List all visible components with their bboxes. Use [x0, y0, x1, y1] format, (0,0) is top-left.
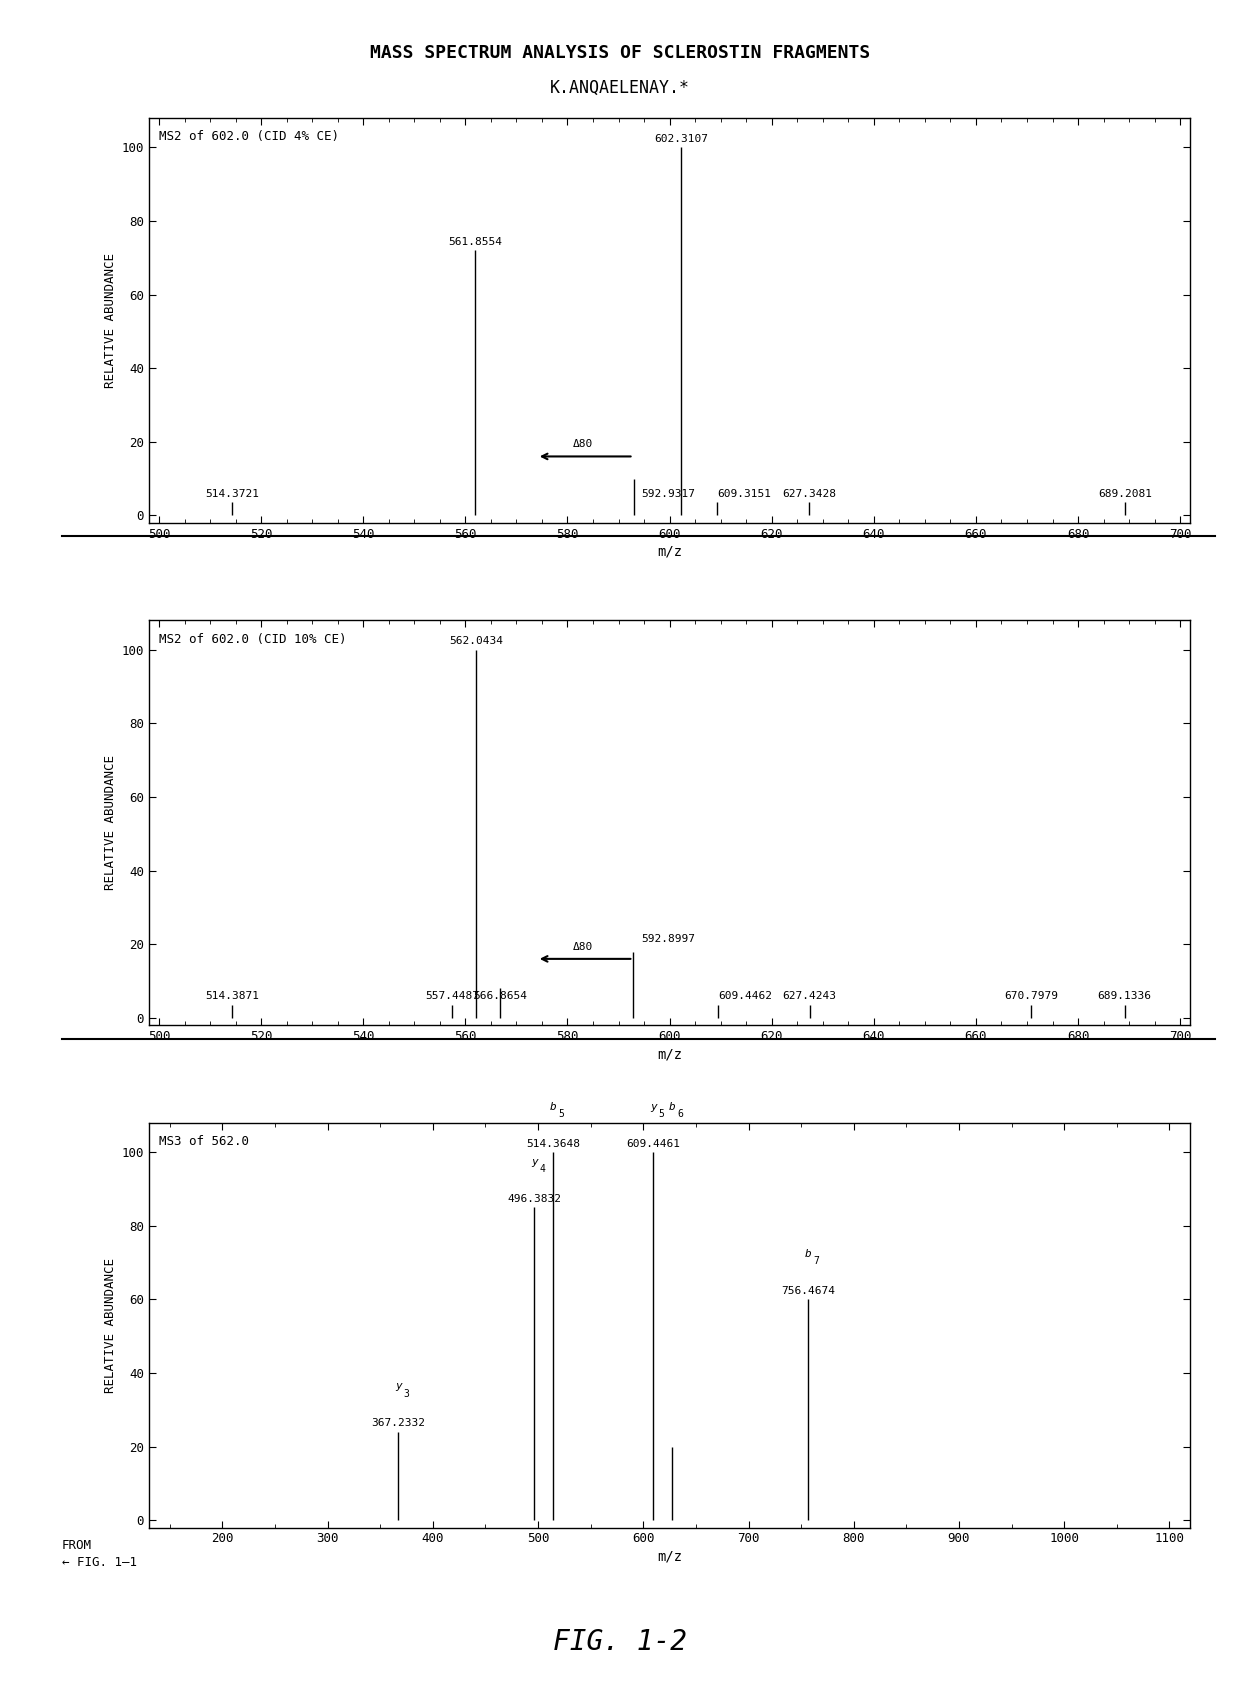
Text: 609.3151: 609.3151 — [717, 489, 771, 499]
Text: 566.8654: 566.8654 — [474, 991, 527, 1001]
Text: ← FIG. 1–1: ← FIG. 1–1 — [62, 1556, 136, 1570]
Text: 670.7979: 670.7979 — [1004, 991, 1058, 1001]
Text: y: y — [650, 1103, 657, 1111]
Text: Δ80: Δ80 — [573, 941, 593, 951]
Text: K.ANQAELENAY.*: K.ANQAELENAY.* — [551, 79, 689, 98]
Text: 6: 6 — [677, 1109, 683, 1120]
Text: 514.3721: 514.3721 — [206, 489, 259, 499]
Text: 3: 3 — [404, 1389, 409, 1399]
Text: 627.4243: 627.4243 — [782, 991, 837, 1001]
Text: 689.2081: 689.2081 — [1099, 489, 1152, 499]
Text: FIG. 1-2: FIG. 1-2 — [553, 1627, 687, 1656]
Text: 557.4487: 557.4487 — [425, 991, 480, 1001]
Text: 562.0434: 562.0434 — [449, 636, 502, 646]
Text: 609.4462: 609.4462 — [718, 991, 771, 1001]
X-axis label: m/z: m/z — [657, 1047, 682, 1060]
Text: 7: 7 — [813, 1256, 820, 1266]
Text: 602.3107: 602.3107 — [655, 133, 708, 143]
Text: Δ80: Δ80 — [573, 438, 593, 448]
Text: 5: 5 — [658, 1109, 665, 1120]
Text: 592.8997: 592.8997 — [641, 934, 696, 944]
Text: 592.9317: 592.9317 — [641, 489, 696, 499]
Y-axis label: RELATIVE ABUNDANCE: RELATIVE ABUNDANCE — [104, 253, 118, 388]
Text: 561.8554: 561.8554 — [448, 236, 502, 246]
Text: 514.3871: 514.3871 — [206, 991, 259, 1001]
Text: 756.4674: 756.4674 — [781, 1286, 835, 1297]
Text: 496.3832: 496.3832 — [507, 1194, 562, 1204]
Text: b: b — [549, 1103, 557, 1111]
Y-axis label: RELATIVE ABUNDANCE: RELATIVE ABUNDANCE — [104, 1258, 118, 1393]
Text: MS3 of 562.0: MS3 of 562.0 — [159, 1135, 249, 1148]
Text: b: b — [668, 1103, 676, 1111]
Text: MS2 of 602.0 (CID 10% CE): MS2 of 602.0 (CID 10% CE) — [159, 632, 347, 646]
Text: FROM: FROM — [62, 1539, 92, 1553]
Text: MASS SPECTRUM ANALYSIS OF SCLEROSTIN FRAGMENTS: MASS SPECTRUM ANALYSIS OF SCLEROSTIN FRA… — [370, 44, 870, 62]
Text: MS2 of 602.0 (CID 4% CE): MS2 of 602.0 (CID 4% CE) — [159, 130, 340, 143]
Text: 5: 5 — [558, 1109, 564, 1120]
Text: 627.3428: 627.3428 — [782, 489, 836, 499]
Text: 609.4461: 609.4461 — [626, 1138, 681, 1148]
Text: 367.2332: 367.2332 — [372, 1418, 425, 1428]
Y-axis label: RELATIVE ABUNDANCE: RELATIVE ABUNDANCE — [104, 755, 118, 890]
Text: y: y — [396, 1381, 402, 1391]
Text: 689.1336: 689.1336 — [1097, 991, 1152, 1001]
X-axis label: m/z: m/z — [657, 545, 682, 558]
Text: 514.3648: 514.3648 — [526, 1138, 580, 1148]
Text: y: y — [531, 1157, 538, 1167]
X-axis label: m/z: m/z — [657, 1549, 682, 1563]
Text: 4: 4 — [539, 1165, 546, 1175]
Text: b: b — [805, 1249, 811, 1259]
